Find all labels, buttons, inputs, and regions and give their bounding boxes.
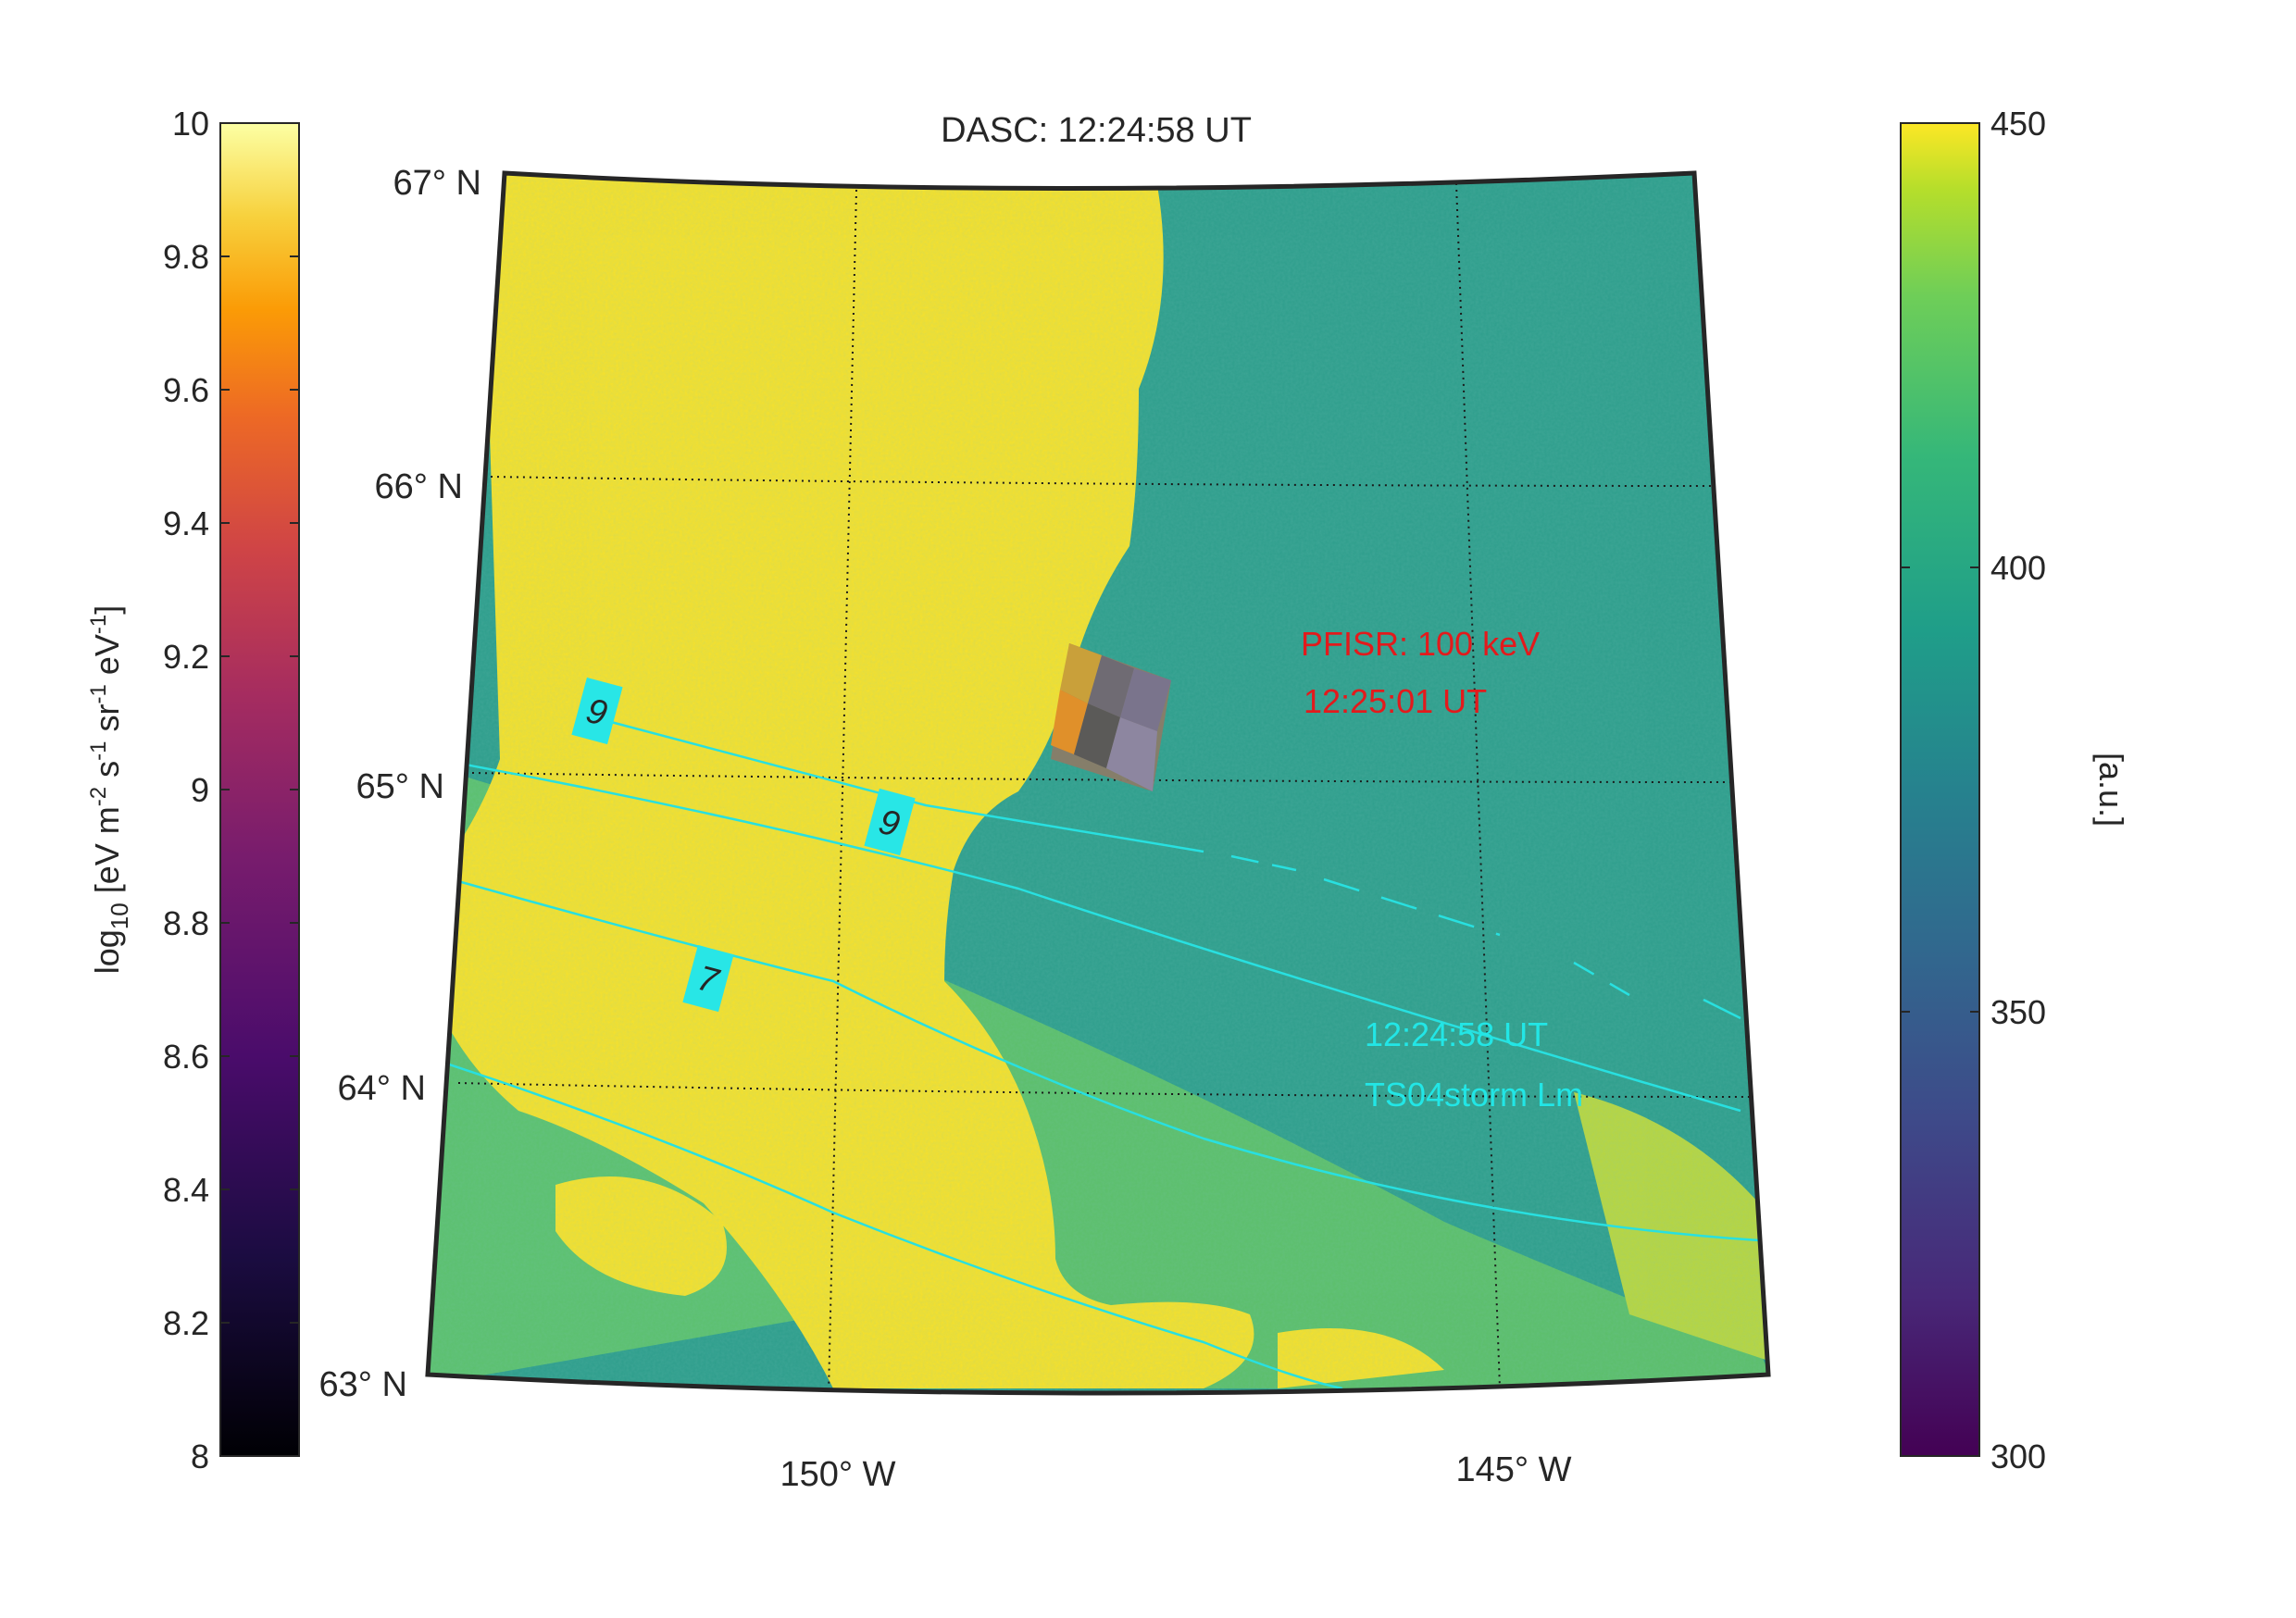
dasc-image (428, 173, 1768, 1393)
colorbar-tick-label: 400 (1990, 549, 2046, 587)
colorbar-tick-label: 8.2 (163, 1304, 209, 1342)
model-label-name: TS04storm Lm (1365, 1076, 1583, 1114)
map-frame (425, 170, 1771, 1396)
right-colorbar-ticks: 450 400 350 300 (1901, 105, 2046, 1475)
colorbar-tick-label: 8.8 (163, 904, 209, 942)
svg-text:log10 [eV m-2 s-1 sr-1 eV-1]: log10 [eV m-2 s-1 sr-1 eV-1] (86, 605, 133, 974)
colorbar-tick-label: 8.4 (163, 1171, 209, 1209)
lat-label-65: 65° N (356, 767, 444, 806)
colorbar-tick-label: 350 (1990, 993, 2046, 1031)
contour-label-9-left: 9 (571, 677, 623, 745)
left-colorbar-label: log10 [eV m-2 s-1 sr-1 eV-1] (86, 605, 133, 974)
colorbar-tick-label: 450 (1990, 105, 2046, 143)
lat-label-67: 67° N (393, 164, 481, 203)
lat-label-63: 63° N (319, 1365, 407, 1404)
colorbar-tick-label: 9.6 (163, 371, 209, 409)
colorbar-tick-label: 9.4 (163, 504, 209, 542)
left-colorbar-ticks: 10 9.8 9.6 9.4 9.2 9 8.8 8.6 8.4 8.2 8 (163, 105, 299, 1475)
lon-label-145w: 145° W (1455, 1450, 1571, 1489)
lat-label-66: 66° N (375, 467, 463, 506)
pfisr-patch (1051, 643, 1171, 791)
right-colorbar-label: [a.u.] (2092, 753, 2130, 827)
colorbar-tick-label: 9 (191, 771, 209, 809)
left-colorbar: 10 9.8 9.6 9.4 9.2 9 8.8 8.6 8.4 8.2 8 log10 [eV m… (86, 105, 300, 1475)
colorbar-tick-label: 8.6 (163, 1038, 209, 1076)
colorbar-tick-label: 300 (1990, 1438, 2046, 1475)
contour-label-9-center: 9 (864, 788, 916, 856)
lat-label-64: 64° N (338, 1069, 426, 1108)
colorbar-tick-label: 10 (172, 105, 209, 143)
contour-label-7: 7 (682, 944, 734, 1013)
colorbar-tick-label: 8 (191, 1438, 209, 1475)
pfisr-label-time: 12:25:01 UT (1304, 682, 1487, 720)
colorbar-tick-label: 9.8 (163, 238, 209, 276)
lon-label-150w: 150° W (780, 1455, 895, 1494)
right-colorbar: 450 400 350 300 [a.u.] (1900, 105, 2130, 1475)
map-title: DASC: 12:24:58 UT (941, 111, 1252, 150)
colorbar-tick-label: 9.2 (163, 638, 209, 676)
model-label-time: 12:24:58 UT (1365, 1015, 1548, 1053)
pfisr-label-energy: PFISR: 100 keV (1301, 625, 1540, 663)
